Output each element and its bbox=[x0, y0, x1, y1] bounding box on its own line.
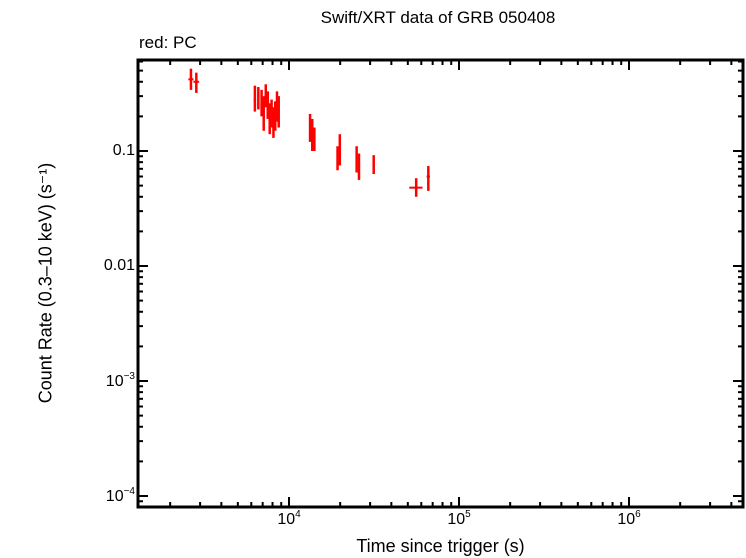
y-axis-label: Count Rate (0.3–10 keV) (s⁻¹) bbox=[35, 162, 56, 404]
x-tick-label: 106 bbox=[617, 509, 641, 528]
y-tick-label: 0.1 bbox=[112, 142, 135, 159]
y-tick-label: 10−3 bbox=[105, 371, 135, 390]
series-legend-note: red: PC bbox=[139, 33, 197, 52]
axis-minor-ticks bbox=[138, 60, 743, 507]
y-tick-label: 10−4 bbox=[105, 486, 135, 505]
x-tick-label: 104 bbox=[277, 509, 301, 528]
data-series-pc bbox=[188, 68, 430, 197]
plot-frame bbox=[136, 58, 745, 509]
y-tick-label: 0.01 bbox=[103, 257, 135, 274]
chart-title: Swift/XRT data of GRB 050408 bbox=[320, 8, 556, 27]
x-axis-label: Time since trigger (s) bbox=[356, 536, 525, 556]
x-tick-label: 105 bbox=[447, 509, 471, 528]
